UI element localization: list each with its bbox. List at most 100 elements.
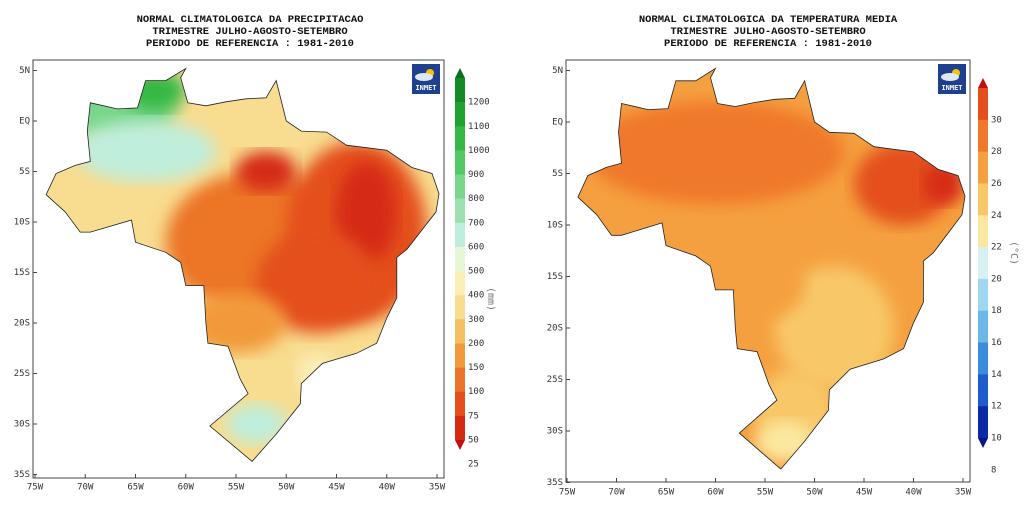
- lon-label: 40W: [379, 483, 396, 493]
- lon-label: 75W: [559, 488, 576, 498]
- lon-label: 50W: [806, 488, 823, 498]
- field-blob: [725, 255, 805, 318]
- colorbar-label: 14: [991, 370, 1002, 380]
- colorbar-segment: [455, 126, 465, 151]
- lat-label: 25S: [547, 375, 563, 385]
- colorbar-label: 150: [468, 363, 484, 373]
- colorbar-label: 700: [468, 218, 484, 228]
- colorbar-label: 8: [991, 465, 996, 475]
- field-blob: [256, 232, 377, 334]
- map-title: TRIMESTRE JULHO-AGOSTO-SETEMBRO: [670, 26, 865, 38]
- lon-label: 50W: [278, 483, 295, 493]
- colorbar-label: 300: [468, 315, 484, 325]
- colorbar-segment: [978, 88, 988, 121]
- colorbar-label: 400: [468, 291, 484, 301]
- colorbar-unit: (mm): [485, 287, 496, 311]
- map-title: PERIODO DE REFERENCIA : 1981-2010: [664, 38, 872, 50]
- colorbar-label: 30: [991, 115, 1002, 125]
- colorbar-segment: [978, 151, 988, 184]
- colorbar-segment: [455, 391, 465, 417]
- colorbar-segment: [978, 342, 988, 375]
- colorbar-label: 26: [991, 179, 1002, 189]
- lon-label: 60W: [178, 483, 195, 493]
- colorbar-segment: [978, 406, 988, 439]
- field-blob: [854, 142, 954, 225]
- colorbar-label: 25: [468, 460, 479, 470]
- lat-label: 5N: [552, 66, 563, 76]
- colorbar-label: 100: [468, 387, 484, 397]
- lon-label: 70W: [608, 488, 625, 498]
- colorbar-segment: [978, 215, 988, 248]
- colorbar-segment: [455, 319, 465, 344]
- colorbar-label: 22: [991, 243, 1002, 253]
- lat-label: 20S: [547, 324, 563, 334]
- colorbar-segment: [455, 102, 465, 127]
- country-outline: [45, 67, 440, 462]
- colorbar-segment: [455, 198, 465, 224]
- colorbar-cap: [978, 78, 988, 88]
- colorbar-segment: [455, 222, 465, 248]
- field-blob: [586, 101, 845, 205]
- field-blob: [75, 121, 216, 182]
- lat-label: 30S: [547, 427, 563, 437]
- colorbar-segment: [978, 247, 988, 280]
- colorbar-label: 800: [468, 194, 484, 204]
- field-blob: [225, 403, 287, 445]
- lat-label: 25S: [14, 369, 30, 379]
- lon-label: 55W: [757, 488, 774, 498]
- colorbar-label: 200: [468, 339, 484, 349]
- map-title: NORMAL CLIMATOLOGICA DA TEMPERATURA MEDI…: [639, 14, 898, 26]
- lon-label: 60W: [707, 488, 724, 498]
- colorbar-segment: [455, 246, 465, 272]
- colorbar-segment: [455, 295, 465, 320]
- lon-label: 35W: [429, 483, 446, 493]
- lon-label: 35W: [955, 488, 972, 498]
- lat-label: EQ: [19, 117, 30, 127]
- colorbar-label: 50: [468, 436, 479, 446]
- map-title: NORMAL CLIMATOLOGICA DA PRECIPITACAO: [137, 14, 364, 26]
- colorbar-segment: [978, 310, 988, 343]
- field-blob: [774, 266, 894, 390]
- logo-text: INMET: [415, 84, 436, 92]
- lat-label: 30S: [14, 420, 30, 430]
- logo-text: INMET: [941, 84, 962, 92]
- colorbar-segment: [978, 183, 988, 216]
- lat-label: 20S: [14, 319, 30, 329]
- field-blob: [336, 161, 397, 263]
- colorbar-label: 16: [991, 338, 1002, 348]
- colorbar-segment: [455, 271, 465, 296]
- lon-label: 70W: [77, 483, 94, 493]
- lon-label: 45W: [328, 483, 345, 493]
- colorbar-segment: [978, 278, 988, 312]
- colorbar-unit: (°C): [1008, 241, 1019, 265]
- logo-cloud: [941, 73, 959, 81]
- colorbar-label: 75: [468, 411, 479, 421]
- map-title: PERIODO DE REFERENCIA : 1981-2010: [146, 38, 354, 50]
- lat-label: 15S: [14, 268, 30, 278]
- colorbar-label: 900: [468, 170, 484, 180]
- colorbar-label: 500: [468, 267, 484, 277]
- colorbar-segment: [455, 415, 465, 441]
- lat-label: 5S: [552, 169, 563, 179]
- lat-label: 35S: [547, 478, 563, 488]
- colorbar-label: 10: [991, 434, 1002, 444]
- field-blob: [185, 292, 287, 354]
- lat-label: 35S: [14, 470, 30, 480]
- lat-label: 5N: [19, 66, 30, 76]
- lon-label: 65W: [658, 488, 675, 498]
- colorbar-label: 20: [991, 274, 1002, 284]
- lat-label: 5S: [19, 167, 30, 177]
- colorbar-label: 1200: [468, 98, 490, 108]
- colorbar-segment: [978, 374, 988, 407]
- map-title: TRIMESTRE JULHO-AGOSTO-SETEMBRO: [152, 26, 347, 38]
- lon-label: 75W: [27, 483, 44, 493]
- colorbar-cap: [455, 68, 465, 78]
- map-panel: NORMAL CLIMATOLOGICA DA TEMPERATURA MEDI…: [547, 14, 1019, 498]
- country-outline: [577, 67, 966, 470]
- colorbar-segment: [455, 343, 465, 368]
- lat-label: 10S: [14, 218, 30, 228]
- colorbar-label: 18: [991, 306, 1002, 316]
- colorbar-segment: [455, 174, 465, 199]
- colorbar-cap: [978, 438, 988, 448]
